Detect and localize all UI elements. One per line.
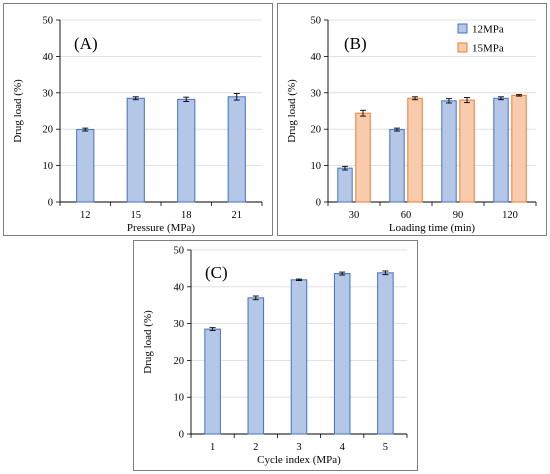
legend-label: 12MPa: [472, 24, 504, 36]
bar: [355, 112, 371, 203]
x-tick-label: 60: [401, 210, 412, 221]
bar: [126, 97, 145, 203]
y-tick-label: 20: [174, 356, 185, 367]
bar: [511, 94, 527, 203]
x-tick-label: 5: [383, 442, 388, 453]
y-axis-label: Drug load (%): [286, 79, 298, 143]
panel-label: (C): [205, 263, 228, 282]
bar: [407, 97, 423, 203]
chart-c-svg: 0 10 20 30 40 50 1 2 3 4 5 Cycle index (MPa) Drug lo…: [142, 246, 408, 466]
bar: [389, 129, 405, 203]
x-tick-label: 18: [181, 210, 192, 221]
chart-panel-b: 0 10 20 30 40 50 30 60 90 120 Loading time (min) Dr…: [277, 3, 547, 236]
bar: [76, 129, 95, 203]
bar: [337, 167, 353, 203]
bar: [247, 297, 265, 435]
x-tick-label: 4: [340, 442, 346, 453]
chart-a-svg: 0 10 20 30 40 50 12 15 18 21 Pressure (MPa) Drug lo…: [12, 16, 263, 234]
y-tick-label: 30: [311, 88, 322, 99]
x-axis-label: Cycle index (MPa): [257, 454, 341, 466]
y-tick-label: 40: [311, 52, 322, 63]
bar: [333, 273, 351, 435]
x-tick-label: 12: [80, 210, 91, 221]
chart-b-svg: 0 10 20 30 40 50 30 60 90 120 Loading time (min) Dr…: [286, 16, 537, 234]
y-tick-label: 50: [43, 16, 54, 27]
x-tick-label: 21: [232, 210, 243, 221]
y-tick-label: 10: [311, 161, 322, 172]
y-tick-label: 50: [174, 246, 185, 257]
y-tick-label: 0: [316, 198, 321, 209]
bar: [227, 96, 246, 203]
legend-label: 15MPa: [472, 43, 504, 55]
y-axis-label: Drug load (%): [12, 79, 24, 143]
chart-panel-a: 0 10 20 30 40 50 12 15 18 21 Pressure (MPa) Drug lo…: [3, 3, 273, 236]
bar: [459, 99, 475, 203]
x-tick-label: 15: [131, 210, 142, 221]
bar: [441, 100, 457, 203]
y-tick-label: 30: [174, 319, 185, 330]
y-tick-label: 30: [43, 88, 54, 99]
y-tick-label: 50: [311, 16, 322, 27]
x-tick-label: 120: [502, 210, 518, 221]
bar: [204, 328, 221, 435]
bar: [177, 98, 196, 203]
x-axis-label: Pressure (MPa): [127, 222, 195, 234]
legend-swatch: [457, 23, 468, 34]
legend-swatch: [457, 42, 468, 53]
x-tick-label: 3: [296, 442, 301, 453]
x-axis-label: Loading time (min): [389, 222, 475, 234]
y-tick-label: 40: [43, 52, 54, 63]
panel-label: (A): [74, 34, 98, 53]
bar: [290, 279, 308, 435]
y-tick-label: 20: [311, 125, 322, 136]
bar: [493, 97, 509, 203]
y-axis-label: Drug load (%): [142, 310, 154, 374]
y-tick-label: 0: [48, 198, 53, 209]
chart-panel-c: 0 10 20 30 40 50 1 2 3 4 5 Cycle index (MPa) Drug lo…: [133, 240, 418, 471]
y-tick-label: 0: [179, 430, 184, 441]
x-tick-label: 30: [349, 210, 360, 221]
y-tick-label: 40: [174, 282, 185, 293]
y-tick-label: 20: [43, 125, 54, 136]
x-tick-label: 2: [253, 442, 258, 453]
y-tick-label: 10: [43, 161, 54, 172]
bar: [377, 272, 394, 435]
x-tick-label: 1: [210, 442, 215, 453]
x-tick-label: 90: [453, 210, 464, 221]
y-tick-label: 10: [174, 393, 185, 404]
panel-label: (B): [344, 34, 367, 53]
